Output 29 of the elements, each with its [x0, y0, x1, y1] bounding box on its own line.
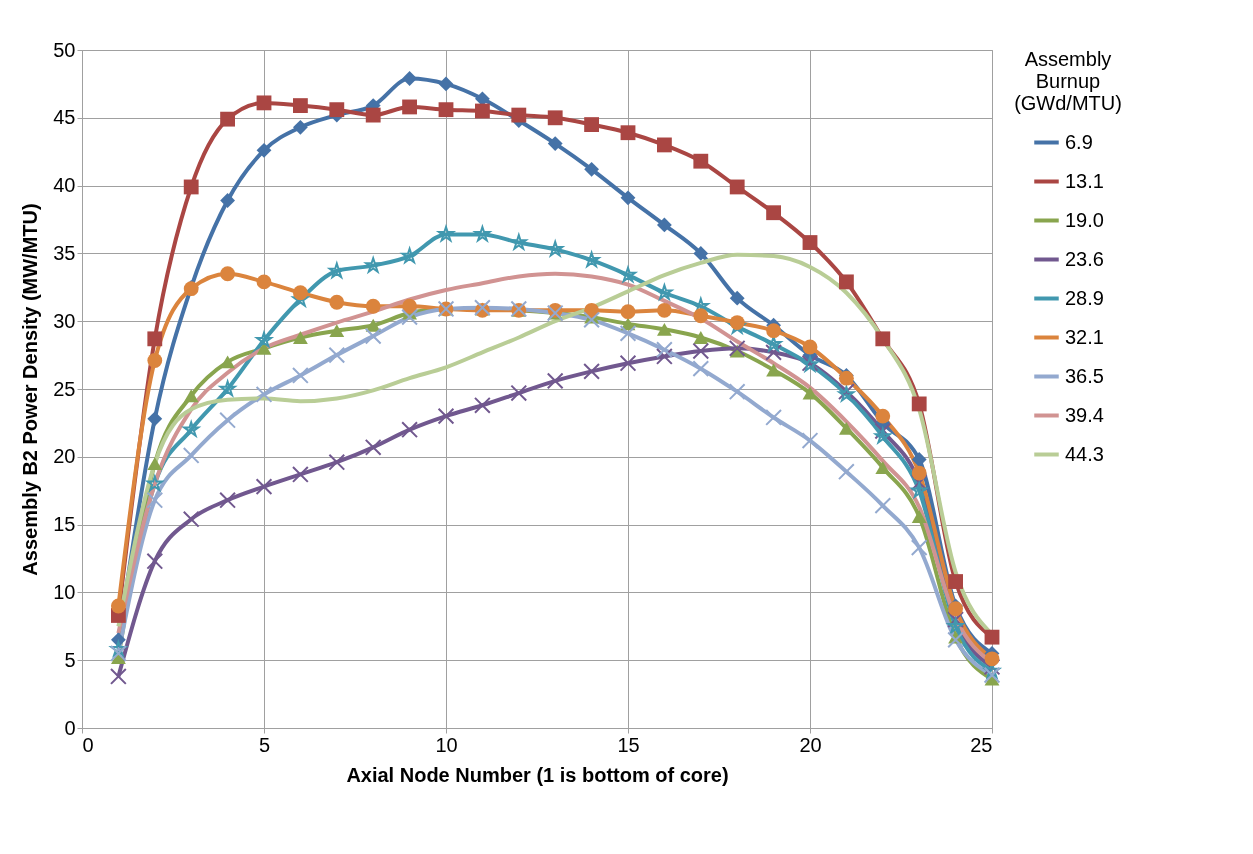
legend-label: 32.1 [1065, 325, 1104, 348]
legend-label: 39.4 [1065, 403, 1104, 426]
y-tick-label: 5 [64, 648, 76, 671]
y-tick-label: 50 [53, 38, 76, 61]
x-tick-label: 25 [970, 733, 993, 756]
y-tick-label: 20 [53, 445, 76, 468]
x-tick-label: 5 [258, 733, 271, 756]
x-tick-label: 15 [617, 733, 640, 756]
legend-label: 19.0 [1065, 208, 1104, 231]
y-axis-title: Assembly B2 Power Density (MW/MTU) [19, 203, 42, 576]
x-tick-label: 20 [799, 733, 822, 756]
y-tick-label: 25 [53, 377, 76, 400]
legend-label: 6.9 [1065, 130, 1093, 153]
y-tick-label: 30 [53, 309, 76, 332]
legend-label: 28.9 [1065, 286, 1104, 309]
legend-label: 36.5 [1065, 364, 1104, 387]
legend-title: Assembly Burnup (GWd/MTU) [1014, 48, 1122, 114]
y-tick-label: 10 [53, 580, 76, 603]
legend-label: 13.1 [1065, 169, 1104, 192]
x-tick-label: 0 [82, 733, 94, 756]
legend-label: 23.6 [1065, 247, 1104, 270]
x-tick-label: 10 [435, 733, 458, 756]
y-tick-label: 15 [53, 513, 76, 536]
y-tick-label: 0 [64, 716, 76, 739]
x-axis-title: Axial Node Number (1 is bottom of core) [346, 763, 729, 786]
legend-label: 44.3 [1065, 442, 1104, 465]
y-tick-label: 35 [53, 241, 76, 264]
y-tick-label: 40 [53, 174, 76, 197]
y-tick-label: 45 [53, 106, 76, 129]
